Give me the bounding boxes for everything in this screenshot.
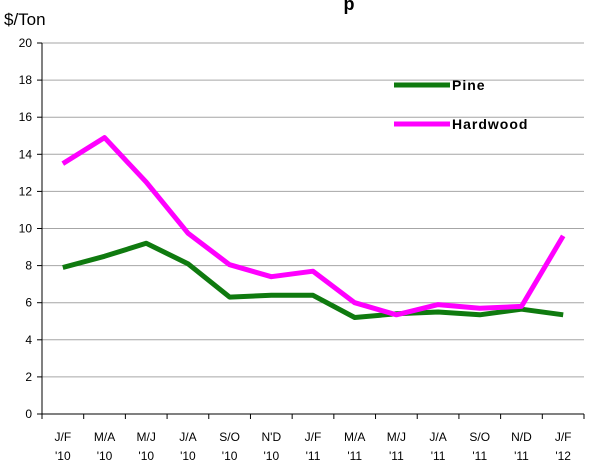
y-tick-label: 8 [25, 259, 32, 273]
x-tick-label-bottom: '10 [55, 449, 71, 463]
x-tick-label-top: S/O [469, 430, 490, 444]
series-line-pine [62, 240, 564, 320]
x-tick-label-bottom: '11 [389, 449, 404, 463]
x-tick-label-bottom: '11 [306, 449, 321, 463]
x-tick-label-top: J/A [429, 430, 446, 444]
y-tick-label: 2 [25, 370, 32, 384]
x-tick-label-bottom: '10 [222, 449, 238, 463]
legend-label-pine: Pine [452, 77, 486, 93]
tick-labels: 0 2 4 6 8 10 12 14 16 18 20 J/F '10 M/A '10 M/J '10 J/A '1… [19, 36, 572, 463]
x-tick-label-top: J/F [555, 430, 572, 444]
gridlines [42, 42, 584, 378]
x-tick-label-top: J/A [179, 430, 196, 444]
x-tick-label-top: M/A [344, 430, 365, 444]
y-tick-label: 0 [25, 407, 32, 421]
x-tick-label-top: M/A [94, 430, 115, 444]
y-tick-label: 12 [19, 184, 33, 198]
y-tick-label: 20 [19, 36, 33, 50]
y-tick-label: 6 [25, 296, 32, 310]
x-tick-label-top: N/D [511, 430, 532, 444]
x-tick-label-bottom: '11 [431, 449, 446, 463]
y-tick-label: 10 [19, 222, 33, 236]
x-tick-label-bottom: '11 [347, 449, 362, 463]
x-tick-label-bottom: '10 [180, 449, 196, 463]
y-tick-label: 4 [25, 333, 32, 347]
x-tick-label-top: J/F [305, 430, 322, 444]
x-tick-label-top: S/O [219, 430, 240, 444]
legend: Pine Hardwood [394, 77, 528, 132]
x-tick-label-bottom: '12 [555, 449, 571, 463]
x-tick-label-top: M/J [137, 430, 156, 444]
series-lines [61, 135, 566, 320]
x-tick-label-bottom: '11 [472, 449, 487, 463]
x-tick-label-top: M/J [387, 430, 406, 444]
x-tick-label-bottom: '10 [97, 449, 113, 463]
legend-label-hardwood: Hardwood [452, 116, 528, 132]
y-tick-label: 14 [19, 147, 33, 161]
x-tick-label-bottom: '10 [263, 449, 279, 463]
y-tick-label: 16 [19, 110, 33, 124]
y-axis-unit-label: $/Ton [4, 10, 46, 29]
series-line-hardwood [61, 135, 566, 318]
x-tick-label-bottom: '10 [138, 449, 154, 463]
chart-title-fragment: p [344, 0, 355, 14]
y-tick-label: 18 [19, 73, 33, 87]
axes [37, 42, 585, 419]
x-tick-label-bottom: '11 [514, 449, 529, 463]
x-tick-label-top: N'D [261, 430, 281, 444]
x-tick-label-top: J/F [55, 430, 72, 444]
